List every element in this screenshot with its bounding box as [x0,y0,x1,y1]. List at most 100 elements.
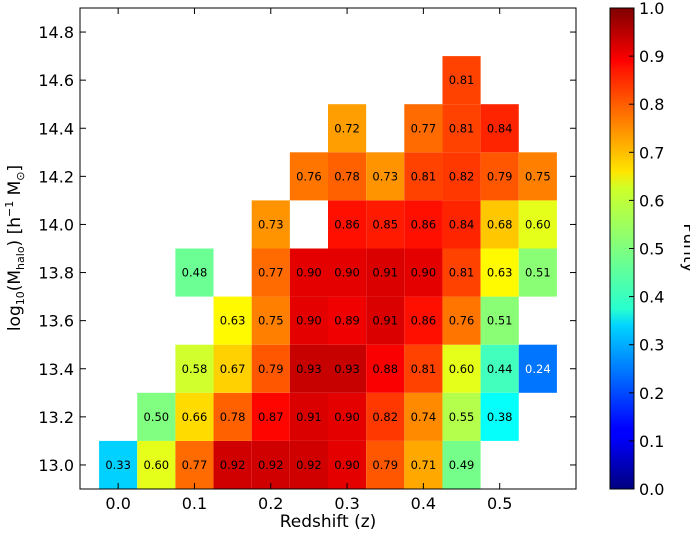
cell-value-label: 0.24 [525,362,551,376]
heatmap-cell [289,344,328,393]
cell-value-label: 0.76 [296,169,322,183]
cell-value-label: 0.33 [105,458,131,472]
cell-value-label: 0.44 [487,362,513,376]
cell-value-label: 0.81 [411,362,437,376]
heatmap-cell [480,344,519,393]
cell-value-label: 0.68 [487,217,513,231]
cell-value-label: 0.90 [334,458,360,472]
x-tick-label: 0.4 [411,494,436,513]
cell-value-label: 0.55 [449,410,475,424]
heatmap-cell [175,392,214,441]
x-axis-label: Redshift (z) [280,512,377,531]
cell-value-label: 0.49 [449,458,475,472]
heatmap-cell [251,296,290,345]
cell-value-label: 0.79 [258,362,284,376]
heatmap-cells: 0.33 0.60 0.77 0.92 0.92 0.92 0.90 0.79 0.71 0.49… [99,56,557,489]
cell-value-label: 0.93 [296,362,322,376]
colorbar-tick-label: 0.0 [639,480,664,499]
x-tick-label: 0.3 [334,494,359,513]
heatmap-cell [251,248,290,297]
heatmap-cell [404,200,443,249]
cell-value-label: 0.51 [525,266,551,280]
y-tick-label: 13.2 [38,408,74,427]
y-axis-label: log10(Mhalo) [h−1 M⊙] [3,165,27,331]
cell-value-label: 0.92 [296,458,322,472]
heatmap-cell [442,344,481,393]
heatmap-cell [480,248,519,297]
heatmap-cell [328,200,367,249]
heatmap-cell [404,104,443,153]
cell-value-label: 0.90 [334,266,360,280]
y-tick-label: 13.0 [38,456,74,475]
heatmap-cell [328,104,367,153]
cell-value-label: 0.58 [182,362,208,376]
heatmap-cell [442,104,481,153]
cell-value-label: 0.89 [334,314,360,328]
heatmap-cell [328,152,367,201]
heatmap-cell [404,296,443,345]
heatmap-cell [442,152,481,201]
cell-value-label: 0.91 [372,266,398,280]
heatmap-cell [175,440,214,489]
heatmap-cell [404,344,443,393]
y-label-units-close: ] [5,165,25,172]
heatmap-cell [480,392,519,441]
cell-value-label: 0.81 [449,266,475,280]
heatmap-cell [175,248,214,297]
heatmap-cell [480,296,519,345]
heatmap-cell [366,344,405,393]
heatmap-cell [213,440,252,489]
cell-value-label: 0.60 [525,217,551,231]
colorbar-tick-label: 0.2 [639,384,664,403]
cell-value-label: 0.79 [372,458,398,472]
heatmap-cell [175,344,214,393]
cell-value-label: 0.85 [372,217,398,231]
x-tick-label: 0.2 [258,494,283,513]
cell-value-label: 0.75 [525,169,551,183]
cell-value-label: 0.48 [182,266,208,280]
heatmap-cell [213,344,252,393]
cell-value-label: 0.82 [449,169,475,183]
cell-value-label: 0.86 [411,217,437,231]
cell-value-label: 0.90 [296,266,322,280]
heatmap-cell [518,200,557,249]
y-label-log-base: 10 [14,291,27,305]
y-label-h-exponent: −1 [3,201,16,217]
heatmap-cell [480,152,519,201]
heatmap-cell [442,392,481,441]
x-tick-label: 0.1 [182,494,207,513]
cell-value-label: 0.66 [182,410,208,424]
cell-value-label: 0.92 [258,458,284,472]
heatmap-cell [328,248,367,297]
heatmap-cell [289,296,328,345]
cell-value-label: 0.86 [411,314,437,328]
y-tick-label: 14.8 [38,23,74,42]
y-label-halo: halo [14,246,27,270]
y-label-log: log [5,305,25,331]
heatmap-cell [480,104,519,153]
heatmap-cell [328,440,367,489]
y-label-mass-open: (M [5,270,25,291]
y-tick-label: 14.0 [38,215,74,234]
colorbar-tick-label: 0.6 [639,191,664,210]
heatmap-cell [404,392,443,441]
y-tick-label: 13.6 [38,312,74,331]
x-tick-label: 0.0 [105,494,130,513]
colorbar-ticks: 0.0 0.1 0.2 0.3 0.4 0.5 0.6 0.7 0.8 0.9 1.0 [629,0,664,499]
cell-value-label: 0.73 [258,217,284,231]
cell-value-label: 0.50 [144,410,170,424]
cell-value-label: 0.81 [449,73,475,87]
y-label-units-open: [h [5,217,25,240]
cell-value-label: 0.38 [487,410,513,424]
cell-value-label: 0.77 [258,266,284,280]
colorbar-tick-label: 0.3 [639,336,664,355]
cell-value-label: 0.81 [449,121,475,135]
cell-value-label: 0.60 [449,362,475,376]
colorbar-tick-label: 0.1 [639,432,664,451]
cell-value-label: 0.78 [334,169,360,183]
heatmap-cell [328,392,367,441]
heatmap-cell [366,152,405,201]
cell-value-label: 0.78 [220,410,246,424]
heatmap-cell [251,392,290,441]
